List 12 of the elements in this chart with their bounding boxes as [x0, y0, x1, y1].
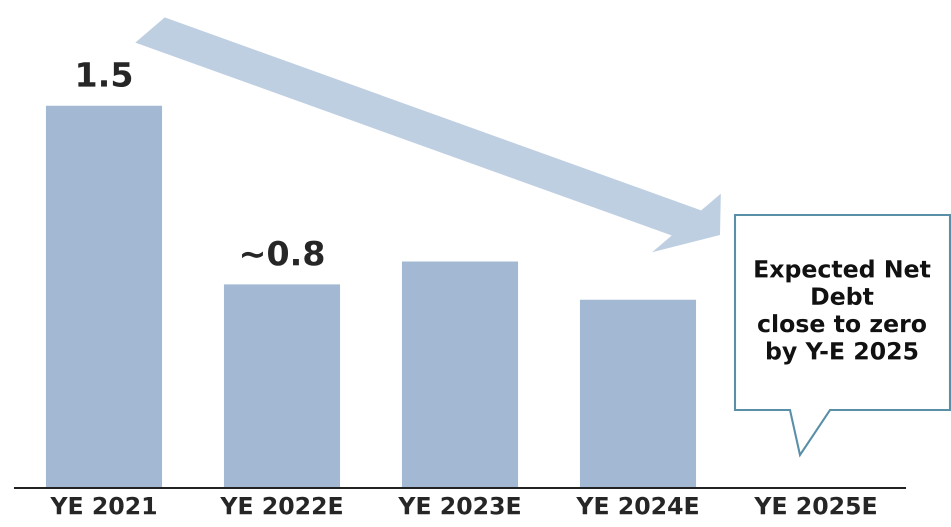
data-label: ~0.8: [242, 240, 324, 266]
x-tick-label: YE 2025E: [754, 496, 876, 515]
data-label: 1.5: [78, 62, 132, 88]
x-tick-label: YE 2023E: [398, 496, 520, 515]
x-tick-label: YE 2024E: [576, 496, 698, 515]
x-tick-label: YE 2021: [50, 496, 156, 515]
annotation: Expected Net Debt close to zero by Y-E 2025: [755, 259, 930, 365]
bar: [222, 283, 342, 488]
x-tick-label: YE 2022E: [220, 496, 342, 515]
bar: [44, 104, 164, 488]
bar: [400, 260, 520, 488]
bar: [578, 298, 698, 488]
